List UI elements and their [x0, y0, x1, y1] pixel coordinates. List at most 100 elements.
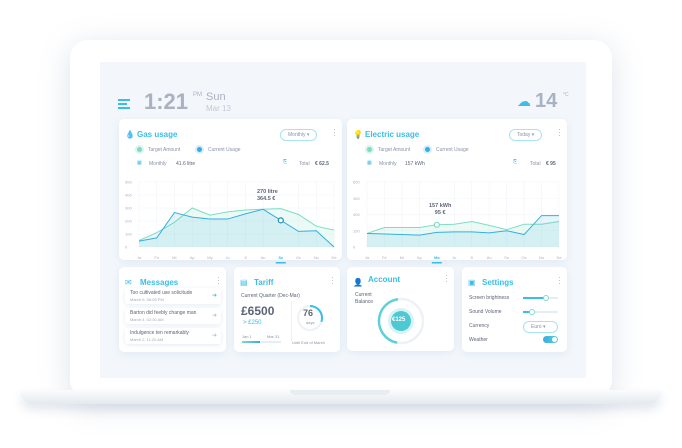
x-tick-label: De — [331, 255, 337, 260]
monthly-value: 157 kWh — [405, 161, 425, 167]
x-tick-label: Fe — [382, 255, 387, 260]
settings-title: Settings — [482, 278, 514, 287]
message-item[interactable]: Too cultivated use solicitude March 5, 08… — [125, 288, 221, 304]
x-tick-label: Se — [504, 255, 510, 260]
messages-card: ✉ Messages · · · Too cultivated use solici… — [119, 267, 226, 352]
x-tick-label: Oc — [522, 255, 527, 260]
more-icon[interactable]: · · · — [445, 270, 448, 286]
x-tick-label: Ja — [365, 255, 370, 260]
x-tick-label: Ju — [452, 255, 456, 260]
x-tick-label: Au — [261, 255, 266, 260]
gas-period-dropdown[interactable]: Monthly ▾ — [280, 129, 318, 141]
messages-title: Messages — [140, 278, 179, 287]
y-tick-label: 600 — [353, 180, 360, 185]
hover-column — [270, 182, 291, 247]
send-arrow-icon: ➜ — [211, 313, 217, 319]
x-tick-label: De — [556, 255, 562, 260]
x-tick-label: Se — [278, 255, 284, 260]
clock-ampm: PM — [193, 92, 202, 98]
more-icon[interactable]: · · · — [558, 124, 561, 140]
balance-label: Current Balance — [355, 292, 374, 305]
gas-usage-card: 💧 Gas usage Monthly ▾ · · · Target Amount … — [119, 119, 342, 264]
y-tick-label: 450 — [353, 196, 360, 201]
tariff-quarter: Current Quarter (Dec-Mar) — [241, 293, 300, 299]
cloud-rain-icon: ☁ — [517, 93, 531, 109]
balance-gauge — [377, 297, 425, 345]
series-line — [366, 215, 559, 236]
tariff-change: > £250 — [243, 320, 262, 326]
volume-slider[interactable] — [523, 308, 558, 315]
tariff-progress-bar — [242, 341, 281, 343]
days-value: 76 — [303, 308, 314, 318]
weather-label: Weather — [469, 337, 488, 343]
settings-card: ▣ Settings · · · Screen brightness Sound V… — [462, 267, 567, 352]
series-area — [367, 215, 559, 247]
tariff-title: Tariff — [254, 278, 274, 287]
send-arrow-icon: ➜ — [211, 333, 217, 339]
x-tick-label: Ap — [417, 255, 423, 260]
user-icon: 👤 — [353, 278, 363, 287]
calendar-icon: ▦ — [367, 160, 372, 166]
clock-day: Sun — [206, 91, 226, 103]
legend-current: Current Usage — [425, 147, 469, 153]
total-value: € 62.5 — [315, 161, 329, 167]
monthly-label: Monthly — [149, 161, 167, 167]
y-tick-label: 200 — [125, 219, 132, 224]
legend-target: Target Amount — [367, 147, 410, 153]
x-tick-label: Fe — [154, 255, 159, 260]
message-item[interactable]: Indulgence ten remarkably March 2, 11:20 … — [125, 328, 221, 344]
more-icon[interactable]: · · · — [331, 272, 334, 288]
currency-label: Currency — [469, 323, 490, 329]
gas-tooltip: 270 litre 364.5 € — [257, 189, 278, 202]
days-label: days — [306, 320, 315, 325]
laptop-notch — [290, 390, 390, 395]
x-tick-label: Ju — [226, 255, 230, 260]
y-tick-label: 400 — [125, 193, 132, 198]
selected-month-indicator — [431, 262, 442, 264]
more-icon[interactable]: · · · — [333, 124, 336, 140]
y-tick-label: 300 — [353, 212, 360, 217]
total-label: Total — [299, 161, 310, 167]
series-line — [138, 207, 335, 241]
settings-icon: ▣ — [468, 278, 476, 287]
tariff-icon: ▤ — [240, 278, 248, 287]
days-ring — [297, 305, 323, 331]
x-tick-label: Ma — [434, 255, 440, 260]
x-tick-label: Mr — [172, 255, 177, 260]
y-tick-label: 300 — [125, 206, 132, 211]
account-title: Account — [368, 275, 400, 284]
until-label: Until End of March — [292, 340, 325, 345]
more-icon[interactable]: · · · — [217, 272, 220, 288]
electric-period-dropdown[interactable]: Today ▾ — [509, 129, 543, 141]
bill-icon: ⎘ — [283, 159, 288, 165]
monthly-value: 41.6 litre — [176, 161, 196, 167]
more-icon[interactable]: · · · — [558, 272, 561, 288]
electric-chart: Ja Fe Mr Ap Ma Ju Jl Au Se Oc No De 0 150 300 450 600 — [353, 180, 562, 264]
account-card: 👤 Account · · · Current Balance €125 — [347, 267, 454, 351]
flame-icon: 💧 — [125, 130, 135, 139]
x-tick-label: Mr — [400, 255, 405, 260]
x-tick-label: Ja — [137, 255, 142, 260]
selected-month-indicator — [275, 262, 286, 264]
message-item[interactable]: Barton did feebly change man March 4, 02:… — [125, 308, 221, 324]
temperature: 14 — [535, 90, 558, 112]
legend-target: Target Amount — [137, 147, 180, 153]
y-tick-label: 150 — [353, 228, 360, 233]
mail-icon: ✉ — [125, 278, 132, 287]
clock-date: Mar 13 — [206, 104, 231, 113]
series-area — [139, 209, 334, 247]
brightness-slider[interactable] — [523, 294, 558, 301]
temperature-unit: °C — [563, 92, 569, 98]
legend-current: Current Usage — [197, 147, 241, 153]
series-line — [138, 208, 335, 248]
weather-toggle[interactable] — [543, 336, 558, 343]
tariff-card: ▤ Tariff · · · Current Quarter (Dec-Mar) £… — [234, 267, 340, 352]
currency-dropdown[interactable]: Euro ▾ — [523, 321, 558, 333]
selected-point — [277, 217, 284, 224]
lightbulb-icon: 💡 — [353, 130, 363, 139]
x-tick-label: Ap — [190, 255, 196, 260]
electric-title: Electric usage — [365, 130, 420, 139]
tariff-amount: £6500 — [241, 304, 275, 318]
menu-icon[interactable] — [118, 99, 130, 109]
y-tick-label: 500 — [125, 180, 132, 185]
